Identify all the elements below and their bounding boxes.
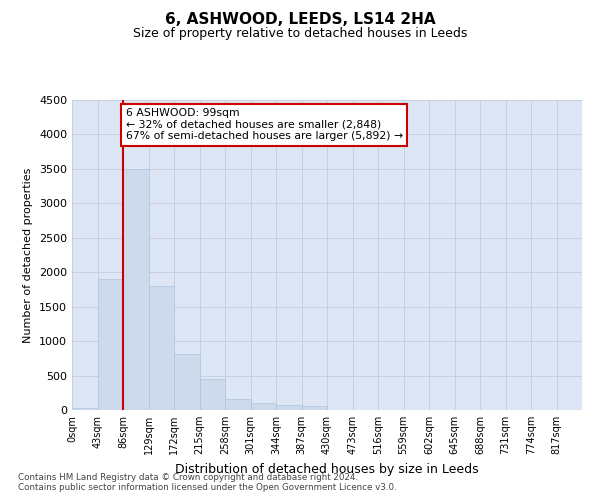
Text: Contains HM Land Registry data © Crown copyright and database right 2024.: Contains HM Land Registry data © Crown c… <box>18 474 358 482</box>
Bar <box>199 379 225 410</box>
Bar <box>251 403 276 410</box>
Text: Size of property relative to detached houses in Leeds: Size of property relative to detached ho… <box>133 28 467 40</box>
Bar <box>123 169 149 410</box>
Text: Contains public sector information licensed under the Open Government Licence v3: Contains public sector information licen… <box>18 484 397 492</box>
Text: 6 ASHWOOD: 99sqm
← 32% of detached houses are smaller (2,848)
67% of semi-detach: 6 ASHWOOD: 99sqm ← 32% of detached house… <box>125 108 403 142</box>
Bar <box>225 399 251 410</box>
Y-axis label: Number of detached properties: Number of detached properties <box>23 168 34 342</box>
Bar <box>72 408 97 410</box>
Bar <box>174 354 199 410</box>
Bar <box>276 405 302 410</box>
Bar <box>97 279 123 410</box>
Text: 6, ASHWOOD, LEEDS, LS14 2HA: 6, ASHWOOD, LEEDS, LS14 2HA <box>164 12 436 28</box>
Bar <box>149 286 174 410</box>
X-axis label: Distribution of detached houses by size in Leeds: Distribution of detached houses by size … <box>175 462 479 475</box>
Bar <box>302 406 327 410</box>
